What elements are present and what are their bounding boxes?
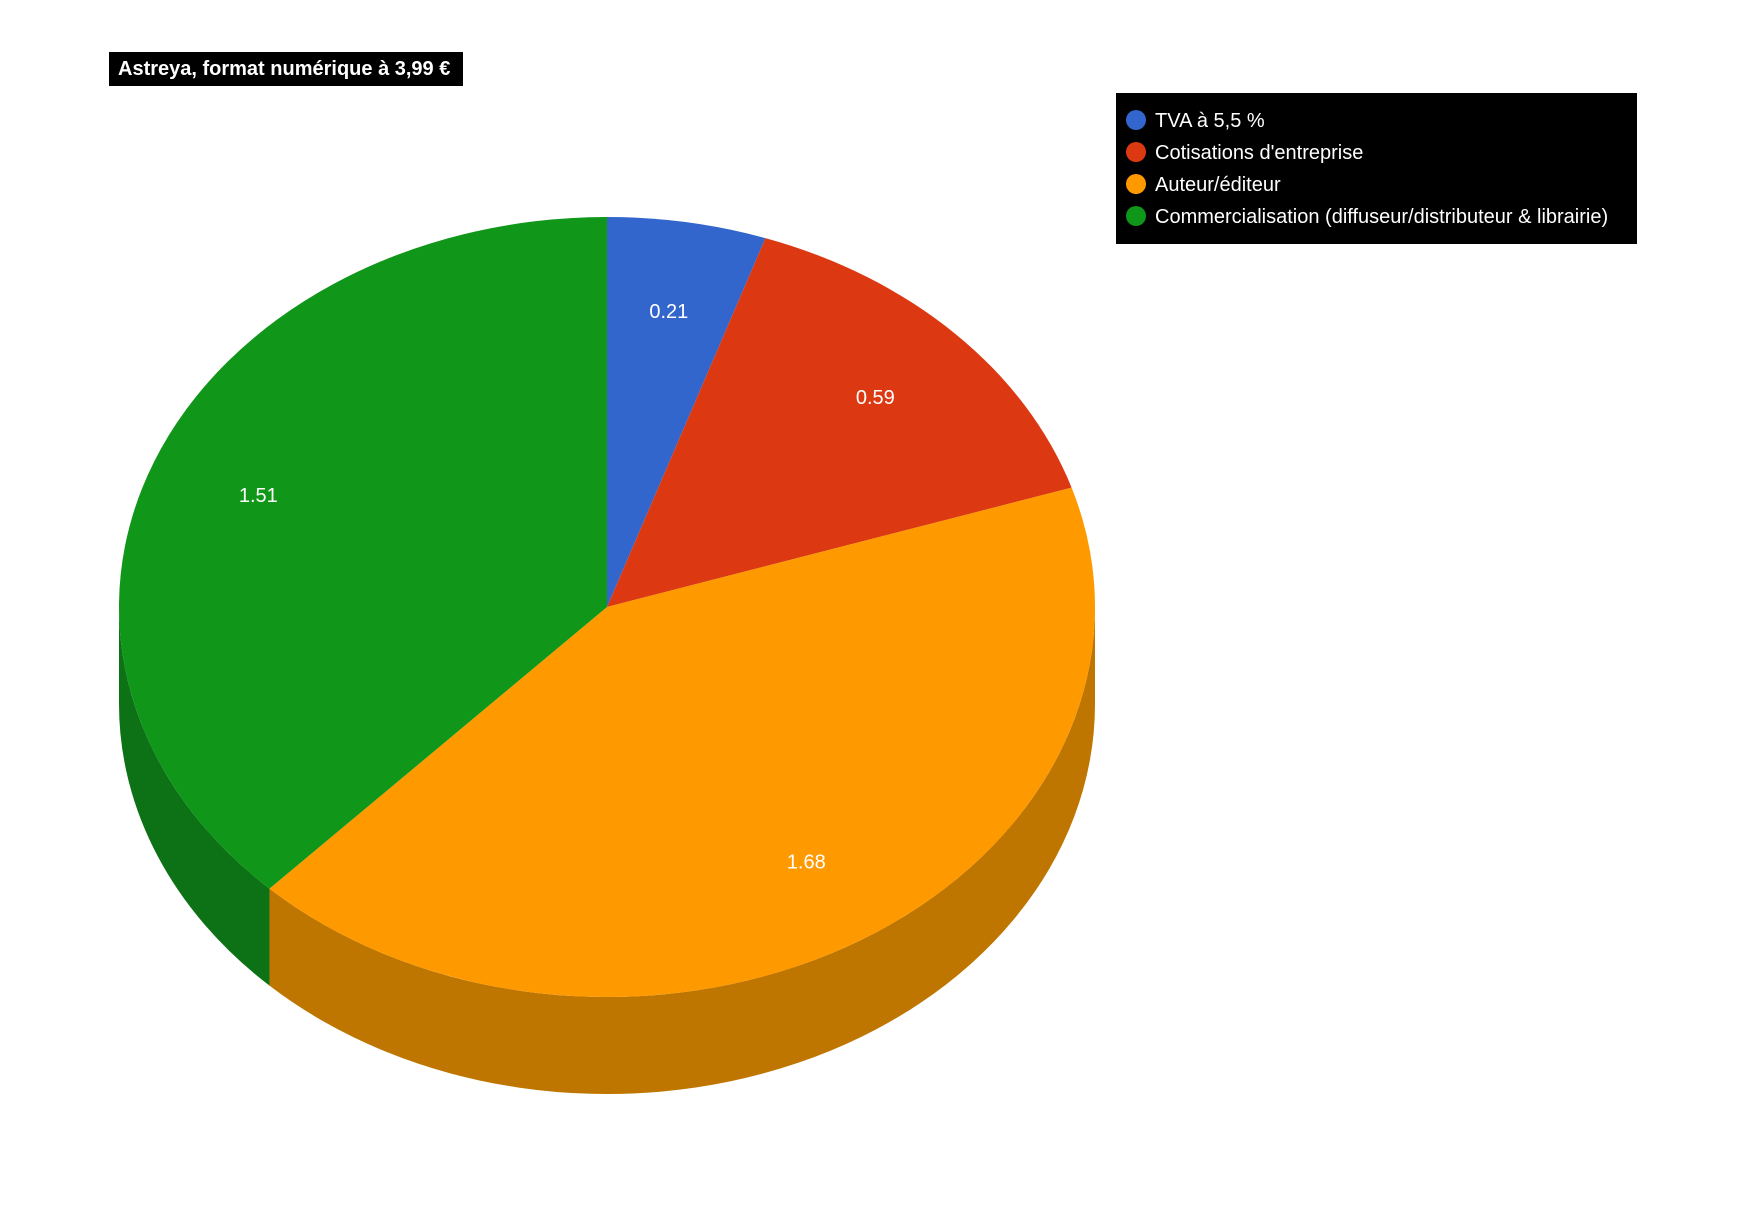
- pie-data-labels: 0.21 0.59 1.68 1.51: [239, 301, 895, 874]
- chart-title-background: [109, 52, 463, 86]
- chart-title-group: Astreya, format numérique à 3,99 €: [109, 52, 463, 86]
- legend-swatch-2: [1126, 174, 1146, 194]
- pie-slice-1[interactable]: [607, 238, 1072, 607]
- legend-swatch-3: [1126, 206, 1146, 226]
- chart-title: Astreya, format numérique à 3,99 €: [118, 58, 450, 80]
- pie-side-walls: [118, 607, 1096, 1095]
- legend-label-2: Auteur/éditeur: [1155, 174, 1281, 196]
- pie-slices: [118, 217, 1096, 998]
- pie-side-3: [118, 607, 270, 986]
- pie-slice-3[interactable]: [118, 217, 607, 889]
- pie-side-2: [269, 607, 1096, 1095]
- legend: TVA à 5,5 % Cotisations d'entreprise Auteu…: [1116, 93, 1637, 244]
- legend-background: [1116, 93, 1637, 244]
- pie-slice-2[interactable]: [269, 487, 1096, 998]
- legend-swatch-0: [1126, 110, 1146, 130]
- legend-label-3: Commercialisation (diffuseur/distributeu…: [1155, 206, 1608, 228]
- pie-data-label-1: 0.59: [856, 387, 895, 409]
- legend-label-0: TVA à 5,5 %: [1155, 110, 1265, 132]
- legend-label-1: Cotisations d'entreprise: [1155, 142, 1363, 164]
- pie-slice-0[interactable]: [607, 217, 766, 607]
- pie-data-label-3: 1.51: [239, 485, 278, 507]
- legend-swatch-1: [1126, 142, 1146, 162]
- pie-data-label-2: 1.68: [787, 852, 826, 874]
- pie-data-label-0: 0.21: [649, 301, 688, 323]
